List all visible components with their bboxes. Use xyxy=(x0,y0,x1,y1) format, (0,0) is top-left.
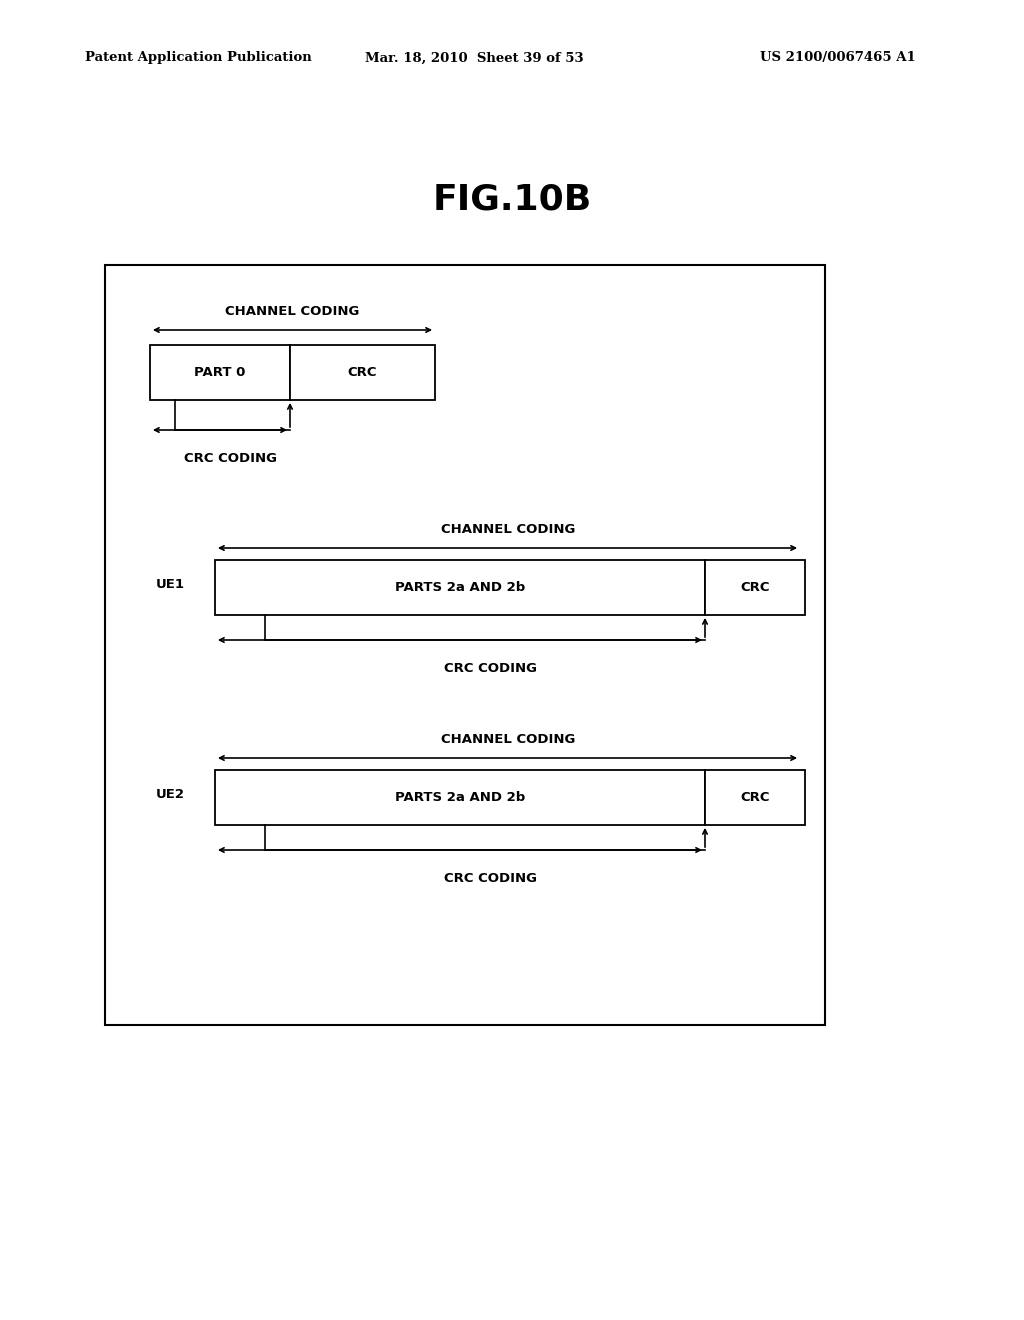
Bar xyxy=(705,560,805,615)
Text: CRC CODING: CRC CODING xyxy=(183,451,276,465)
Bar xyxy=(215,560,705,615)
Text: CHANNEL CODING: CHANNEL CODING xyxy=(440,733,575,746)
Text: Mar. 18, 2010  Sheet 39 of 53: Mar. 18, 2010 Sheet 39 of 53 xyxy=(365,51,584,65)
Text: UE1: UE1 xyxy=(156,578,184,591)
Text: CRC: CRC xyxy=(348,366,377,379)
Text: PART 0: PART 0 xyxy=(195,366,246,379)
Text: CRC CODING: CRC CODING xyxy=(443,663,537,675)
Bar xyxy=(705,770,805,825)
Text: CRC: CRC xyxy=(740,791,770,804)
Text: Patent Application Publication: Patent Application Publication xyxy=(85,51,311,65)
Text: PARTS 2a AND 2b: PARTS 2a AND 2b xyxy=(395,581,525,594)
Text: CHANNEL CODING: CHANNEL CODING xyxy=(225,305,359,318)
Text: PARTS 2a AND 2b: PARTS 2a AND 2b xyxy=(395,791,525,804)
Bar xyxy=(215,770,705,825)
Text: FIG.10B: FIG.10B xyxy=(432,183,592,216)
Bar xyxy=(290,345,435,400)
Text: CRC CODING: CRC CODING xyxy=(443,873,537,884)
Text: CHANNEL CODING: CHANNEL CODING xyxy=(440,523,575,536)
Bar xyxy=(150,345,290,400)
Text: CRC: CRC xyxy=(740,581,770,594)
Text: UE2: UE2 xyxy=(156,788,184,801)
Bar xyxy=(105,265,825,1026)
Text: US 2100/0067465 A1: US 2100/0067465 A1 xyxy=(760,51,915,65)
